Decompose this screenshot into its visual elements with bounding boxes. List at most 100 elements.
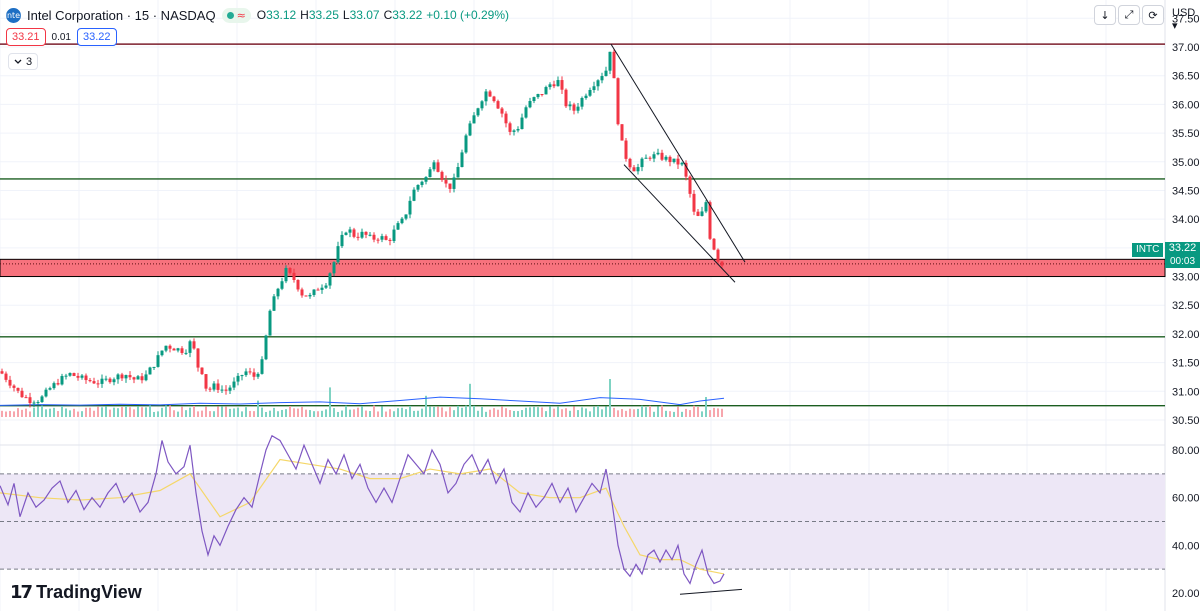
candle-body [76,375,80,378]
volume-bar [685,408,687,417]
buy-button[interactable]: 33.22 [77,28,117,46]
volume-bar [205,406,207,417]
volume-bar [113,407,115,417]
candle-body [392,229,396,241]
price-tick-label: 32.50 [1172,300,1200,312]
last-price-tag: 33.22 00:03 [1165,242,1200,268]
volume-bar [421,408,423,417]
volume-bar [221,406,223,417]
indicators-toggle[interactable]: 3 [8,53,39,70]
snapshot-icon[interactable]: ⟳ [1142,5,1164,25]
candle-body [104,378,108,380]
candle-body [288,267,292,273]
candle-body [436,162,440,172]
volume-bar [285,409,287,417]
volume-bar [189,407,191,417]
candle-body [140,376,144,381]
volume-bar [157,411,159,417]
volume-bar [261,407,263,417]
volume-bar [177,411,179,417]
tradingview-logo[interactable]: 17 TradingView [10,582,142,603]
volume-bar [1,410,3,417]
price-axis[interactable]: 37.50 37.00 36.50 36.00 35.50 35.00 34.50 34.00… [1172,13,1200,600]
close-label: C [383,8,393,22]
zone-rect [0,258,1166,278]
candle-body [560,80,564,90]
candle-body [300,289,304,296]
candle-body [604,70,608,77]
trend-line [623,164,736,283]
volume-bar [281,409,283,417]
volume-bar [65,408,67,417]
sell-button[interactable]: 33.21 [6,28,46,46]
last-price: 33.22 [1168,242,1197,254]
candle-body [612,51,616,79]
candle-body [32,402,36,404]
candle-body [256,373,260,377]
candle-body [572,104,576,111]
horizontal-levels [0,43,1165,407]
spread-value: 0.01 [51,31,71,43]
candle-body [328,273,332,286]
high-label: H [300,8,309,22]
volume-bar [545,411,547,417]
candle-body [468,123,472,136]
descending-channel[interactable] [610,43,746,283]
candle-body [588,89,592,96]
candle-body [336,246,340,263]
volume-bar [149,405,151,417]
candle-body [456,167,460,178]
candle-body [696,211,700,216]
candle-body [556,80,560,87]
volume-bar [169,405,171,417]
volume-bar [637,408,639,417]
open-label: O [256,8,267,22]
candle-body [428,169,432,178]
fullscreen-icon[interactable]: ⤢ [1118,5,1140,25]
candle-body [24,397,28,399]
volume-bar [705,397,707,417]
candle-body [484,91,488,102]
market-status-pill[interactable]: ≈ [221,7,251,23]
volume-bar [669,411,671,417]
volume-bar [81,411,83,417]
volume-bar [593,406,595,417]
volume-bar [349,409,351,417]
candle-body [344,232,348,235]
candle-body [504,113,508,124]
download-icon[interactable]: ↓ [1094,5,1116,25]
candle-body [684,162,688,177]
price-tick-label: 34.50 [1172,185,1200,197]
volume-bar [249,410,251,417]
candle-body [708,202,712,239]
candle-body [356,236,360,238]
volume-bar [417,410,419,417]
open-value: 33.12 [266,8,297,22]
volume-bar [357,407,359,417]
candle-body [180,348,184,353]
volume-bar [237,407,239,417]
chevron-down-icon [14,59,22,64]
candle-body [92,381,96,384]
candle-body [700,211,704,216]
volume-bar [717,408,719,417]
volume-bar [505,408,507,417]
candle-body [236,375,240,382]
symbol-title[interactable]: Intel Corporation · 15 · NASDAQ [27,7,216,23]
volume-bar [513,410,515,417]
volume-bar [353,409,355,417]
indicator-count: 3 [26,55,33,68]
volume-bar [309,410,311,417]
currency-selector[interactable]: USD ▾ [1172,7,1200,32]
price-tick-label: 32.00 [1172,329,1200,341]
volume-bar [17,408,19,417]
volume-bar [233,408,235,417]
volume-bar [85,407,87,417]
candle-body [376,239,380,241]
price-tick-label: 30.50 [1172,415,1200,427]
candle-body [128,375,132,378]
candle-body [652,154,656,159]
candle-body [492,96,496,102]
volume-bar [445,411,447,417]
